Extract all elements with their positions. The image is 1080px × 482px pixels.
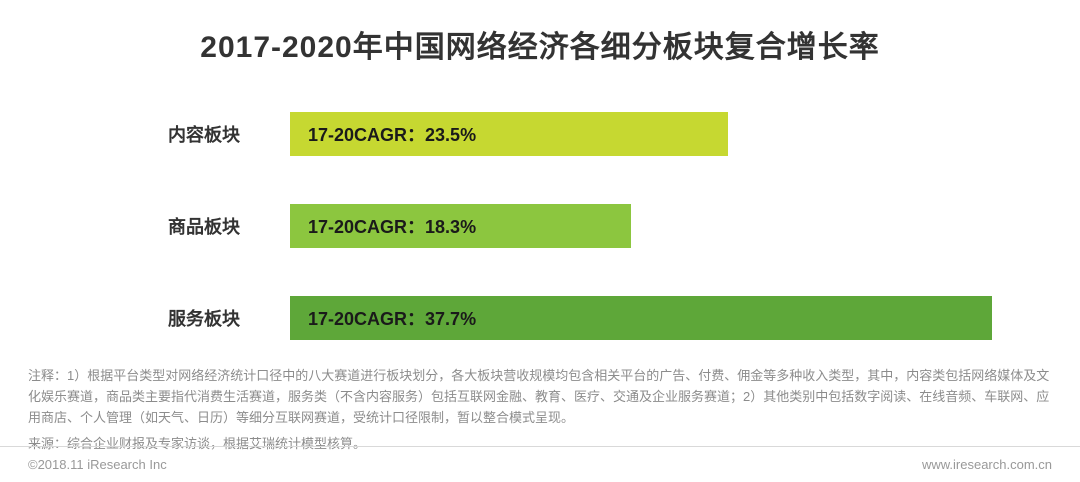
- bar-value-label: 17-20CAGR：18.3%: [308, 217, 477, 237]
- report-page: 2017-2020年中国网络经济各细分板块复合增长率 内容板块 17-20CAG…: [0, 0, 1080, 472]
- category-label-services: 服务板块: [168, 309, 240, 329]
- bar-track: 17-20CAGR：23.5%: [290, 112, 1035, 156]
- bar-row-services: 服务板块 17-20CAGR：37.7%: [0, 296, 1035, 340]
- bar-chart: 内容板块 17-20CAGR：23.5% 商品板块 17-20CAGR：18.3…: [0, 112, 1035, 388]
- footer-bar: ©2018.11 iResearch Inc www.iresearch.com…: [0, 446, 1080, 482]
- source-text: 来源：综合企业财报及专家访谈，根据艾瑞统计模型核算。: [28, 436, 367, 452]
- category-label-goods: 商品板块: [168, 217, 240, 237]
- bar-content-segment: 17-20CAGR：23.5%: [290, 112, 728, 156]
- bar-row-goods: 商品板块 17-20CAGR：18.3%: [0, 204, 1035, 248]
- copyright-text: ©2018.11 iResearch Inc: [28, 457, 167, 472]
- bar-goods-segment: 17-20CAGR：18.3%: [290, 204, 631, 248]
- bar-track: 17-20CAGR：37.7%: [290, 296, 1035, 340]
- bar-value-label: 17-20CAGR：37.7%: [308, 309, 477, 329]
- chart-title: 2017-2020年中国网络经济各细分板块复合增长率: [200, 31, 880, 64]
- bar-value-label: 17-20CAGR：23.5%: [308, 125, 477, 145]
- bar-row-content: 内容板块 17-20CAGR：23.5%: [0, 112, 1035, 156]
- bar-track: 17-20CAGR：18.3%: [290, 204, 1035, 248]
- notes-text: 注释：1）根据平台类型对网络经济统计口径中的八大赛道进行板块划分，各大板块营收规…: [28, 368, 1050, 425]
- bar-services-segment: 17-20CAGR：37.7%: [290, 296, 993, 340]
- footnotes: 注释：1）根据平台类型对网络经济统计口径中的八大赛道进行板块划分，各大板块营收规…: [28, 366, 1052, 455]
- category-label-content: 内容板块: [168, 125, 240, 145]
- website-url: www.iresearch.com.cn: [921, 457, 1052, 472]
